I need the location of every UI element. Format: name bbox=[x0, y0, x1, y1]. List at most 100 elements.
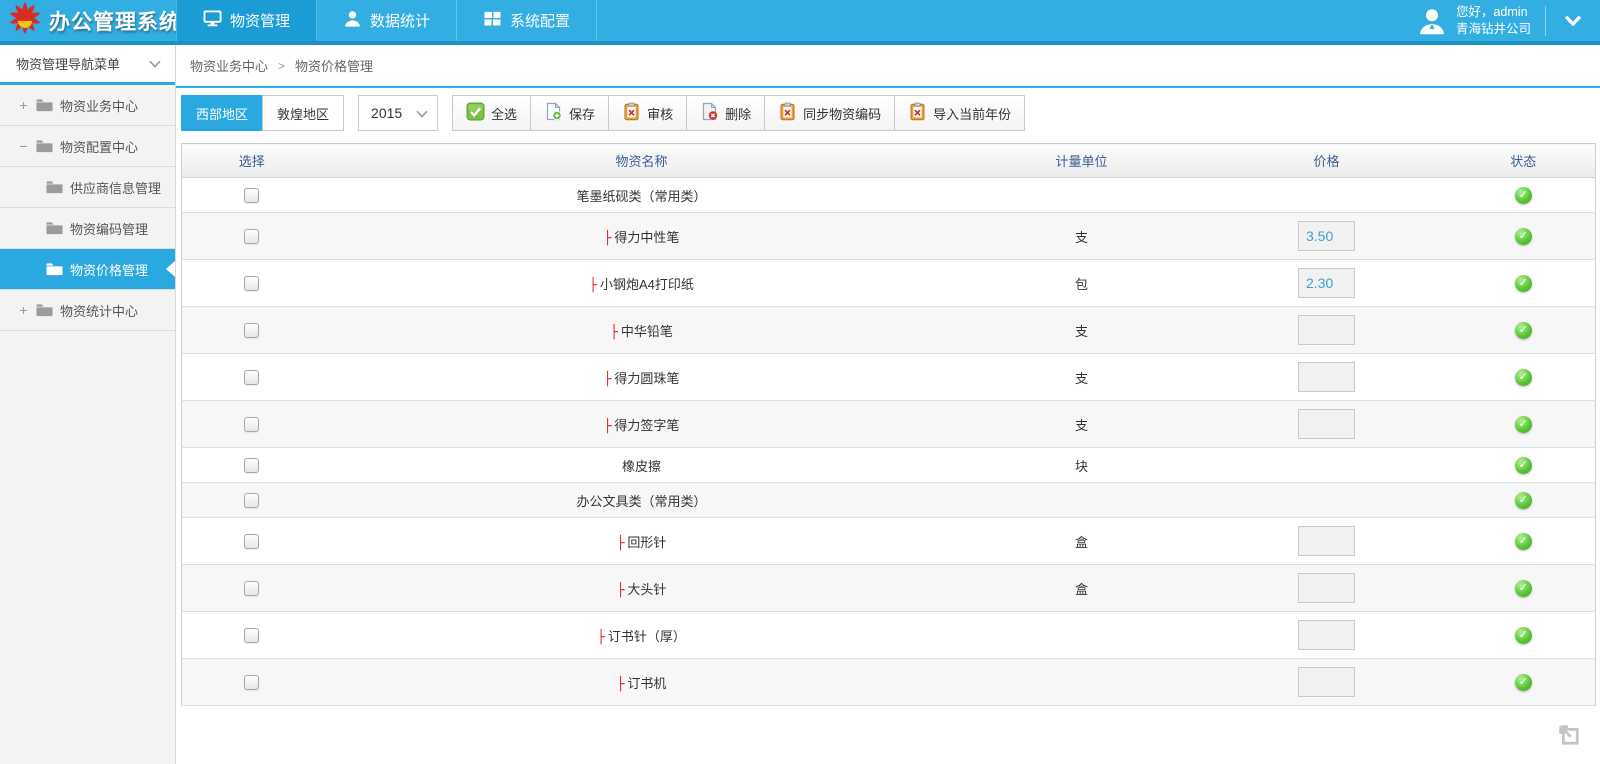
row-checkbox[interactable] bbox=[244, 370, 260, 386]
sidebar-item-5[interactable]: + 物资统计中心 bbox=[0, 290, 175, 331]
chevron-down-icon bbox=[416, 105, 428, 121]
price-cell bbox=[1201, 658, 1452, 706]
table-header-row: 选择 物资名称 计量单位 价格 状态 bbox=[181, 143, 1596, 178]
row-checkbox[interactable] bbox=[244, 417, 260, 433]
item-row: ├ 中华铅笔支 bbox=[181, 306, 1596, 354]
item-row: 橡皮擦 块 bbox=[181, 447, 1596, 483]
toolbar-button-0[interactable]: 全选 bbox=[452, 95, 532, 131]
row-checkbox[interactable] bbox=[244, 458, 260, 474]
nav-tab-1[interactable]: 数据统计 bbox=[317, 0, 458, 41]
user-avatar-icon bbox=[1417, 6, 1447, 36]
sidebar-item-0[interactable]: + 物资业务中心 bbox=[0, 85, 175, 126]
unit-cell: 支 bbox=[961, 212, 1202, 260]
user-menu-chevron-down-icon[interactable] bbox=[1560, 0, 1600, 41]
status-cell bbox=[1451, 400, 1596, 448]
status-cell bbox=[1451, 564, 1596, 612]
price-cell bbox=[1201, 611, 1452, 659]
price-input[interactable] bbox=[1298, 315, 1355, 345]
unit-cell: 盒 bbox=[961, 517, 1202, 565]
sidebar-title[interactable]: 物资管理导航菜单 bbox=[0, 45, 175, 85]
year-select[interactable]: 2015 bbox=[358, 95, 439, 131]
price-cell bbox=[1201, 306, 1452, 354]
unit-cell: 块 bbox=[961, 447, 1202, 483]
item-row: ├ 回形针盒 bbox=[181, 517, 1596, 565]
toolbar-button-label: 同步物资编码 bbox=[803, 106, 882, 122]
nav-tab-label: 物资管理 bbox=[230, 13, 291, 30]
collapse-minus-icon[interactable]: − bbox=[19, 138, 28, 154]
price-input[interactable] bbox=[1298, 526, 1355, 556]
row-checkbox[interactable] bbox=[244, 493, 260, 509]
toolbar-button-4[interactable]: 同步物资编码 bbox=[765, 95, 896, 131]
row-select-cell bbox=[181, 482, 322, 518]
toolbar-button-5[interactable]: 导入当前年份 bbox=[895, 95, 1026, 131]
region-tab-1[interactable]: 敦煌地区 bbox=[262, 95, 345, 131]
branch-mark: ├ bbox=[597, 629, 605, 645]
region-tab-0[interactable]: 西部地区 bbox=[181, 95, 264, 131]
status-approved-icon bbox=[1514, 626, 1532, 644]
row-checkbox[interactable] bbox=[244, 276, 260, 292]
sidebar-menu: + 物资业务中心 − 物资配置中心供应商信息管理 物资编码管理物资价格管理 + 物资统计中心 bbox=[0, 85, 175, 331]
status-cell bbox=[1451, 658, 1596, 706]
nav-tab-2[interactable]: 系统配置 bbox=[457, 0, 598, 41]
material-name-cell: ├ 得力中性笔 bbox=[321, 212, 962, 260]
resize-handle-icon[interactable] bbox=[1556, 722, 1580, 746]
price-input[interactable] bbox=[1298, 620, 1355, 650]
sidebar-item-1[interactable]: − 物资配置中心 bbox=[0, 126, 175, 167]
status-approved-icon bbox=[1514, 227, 1532, 245]
row-select-cell bbox=[181, 447, 322, 483]
price-cell bbox=[1201, 177, 1452, 213]
sidebar-item-label: 物资编码管理 bbox=[70, 221, 149, 237]
sidebar-item-2[interactable]: 供应商信息管理 bbox=[0, 167, 175, 208]
price-cell bbox=[1201, 400, 1452, 448]
expand-plus-icon[interactable]: + bbox=[19, 302, 28, 318]
material-name: 笔墨纸砚类（常用类） bbox=[576, 188, 707, 204]
folder-icon bbox=[36, 98, 53, 112]
expand-plus-icon[interactable]: + bbox=[19, 97, 28, 113]
nav-tab-label: 系统配置 bbox=[510, 13, 571, 30]
branch-mark: ├ bbox=[610, 324, 618, 340]
price-input[interactable] bbox=[1298, 409, 1355, 439]
material-name-cell: ├ 中华铅笔 bbox=[321, 306, 962, 354]
row-checkbox[interactable] bbox=[244, 581, 260, 597]
sidebar-item-label: 供应商信息管理 bbox=[70, 180, 162, 196]
material-name-cell: ├ 得力圆珠笔 bbox=[321, 353, 962, 401]
unit-cell: 支 bbox=[961, 353, 1202, 401]
status-approved-icon bbox=[1514, 491, 1532, 509]
row-checkbox[interactable] bbox=[244, 675, 260, 691]
material-name-cell: ├ 得力签字笔 bbox=[321, 400, 962, 448]
monitor-icon bbox=[203, 10, 222, 31]
sidebar-item-label: 物资统计中心 bbox=[60, 303, 139, 319]
sidebar-item-3[interactable]: 物资编码管理 bbox=[0, 208, 175, 249]
nav-tab-0[interactable]: 物资管理 bbox=[176, 0, 318, 41]
row-checkbox[interactable] bbox=[244, 323, 260, 339]
breadcrumb-parent[interactable]: 物资业务中心 bbox=[190, 59, 269, 74]
toolbar-button-1[interactable]: 保存 bbox=[531, 95, 610, 131]
status-cell bbox=[1451, 212, 1596, 260]
divider bbox=[1545, 5, 1546, 36]
price-input[interactable] bbox=[1298, 362, 1355, 392]
price-input[interactable] bbox=[1298, 667, 1355, 697]
material-name: 大头针 bbox=[627, 581, 667, 597]
material-name: 橡皮擦 bbox=[621, 458, 661, 474]
row-checkbox[interactable] bbox=[244, 229, 260, 245]
row-checkbox[interactable] bbox=[244, 628, 260, 644]
toolbar-button-3[interactable]: 删除 bbox=[687, 95, 766, 131]
row-checkbox[interactable] bbox=[244, 188, 260, 204]
item-row: ├ 小钢炮A4打印纸包 bbox=[181, 259, 1596, 307]
material-name: 办公文具类（常用类） bbox=[576, 493, 707, 509]
user-greeting: 您好，admin bbox=[1455, 4, 1528, 19]
price-input[interactable] bbox=[1298, 268, 1355, 298]
toolbar-button-2[interactable]: 审核 bbox=[609, 95, 688, 131]
sidebar-item-4[interactable]: 物资价格管理 bbox=[0, 249, 175, 290]
price-input[interactable] bbox=[1298, 221, 1355, 251]
unit-cell: 盒 bbox=[961, 564, 1202, 612]
row-select-cell bbox=[181, 259, 322, 307]
price-input[interactable] bbox=[1298, 573, 1355, 603]
breadcrumb-current: 物资价格管理 bbox=[295, 59, 374, 74]
sidebar-item-label: 物资配置中心 bbox=[60, 139, 139, 155]
row-checkbox[interactable] bbox=[244, 534, 260, 550]
grid-icon bbox=[483, 10, 502, 31]
branch-mark: ├ bbox=[616, 582, 625, 598]
save-doc-icon bbox=[544, 102, 563, 124]
